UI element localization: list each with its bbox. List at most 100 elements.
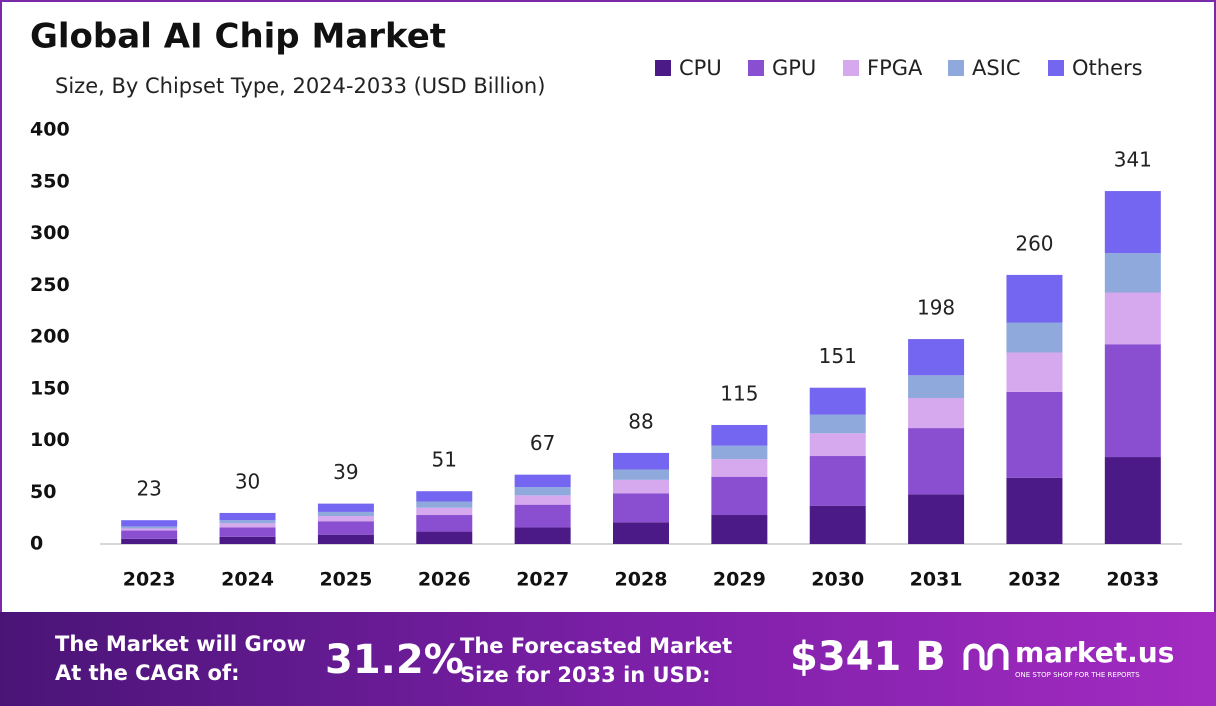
bar-segment (908, 398, 965, 429)
bar-segment (1006, 477, 1063, 544)
forecast-value: $341 B (790, 634, 946, 680)
legend-swatch (1048, 60, 1064, 76)
legend-swatch (748, 60, 764, 76)
y-tick-label: 300 (30, 222, 70, 244)
bar-segment (121, 530, 178, 539)
bar-segment (514, 527, 571, 544)
brand-logo (963, 643, 1009, 671)
cagr-label: The Market will Grow (55, 632, 306, 656)
bar-segment (416, 501, 473, 508)
bar-segment (809, 505, 866, 544)
x-tick-label: 2031 (910, 569, 963, 591)
bar-segment (613, 493, 669, 523)
bar-segment (514, 487, 571, 496)
y-tick-label: 350 (30, 170, 70, 192)
chart-subtitle: Size, By Chipset Type, 2024-2033 (USD Bi… (55, 74, 545, 98)
legend-label: FPGA (867, 56, 923, 80)
bar-segment (1104, 253, 1161, 293)
chart-title: Global AI Chip Market (30, 17, 446, 57)
legend-label: ASIC (972, 56, 1021, 80)
bar-segment (711, 424, 768, 446)
x-tick-label: 2026 (418, 569, 471, 591)
x-tick-label: 2028 (615, 569, 668, 591)
bar-segment (613, 479, 669, 494)
bar-segment (514, 495, 571, 505)
legend-label: CPU (679, 56, 722, 80)
bar-segment (711, 445, 768, 460)
bar-segment (908, 375, 965, 399)
y-tick-label: 100 (30, 429, 70, 451)
total-label: 115 (720, 381, 758, 405)
bar-segment (1006, 274, 1063, 323)
bar-segment (908, 494, 965, 544)
bar-segment (809, 433, 866, 457)
total-label: 341 (1114, 148, 1152, 172)
legend-swatch (655, 60, 671, 76)
y-tick-label: 50 (30, 481, 56, 503)
total-label: 39 (333, 460, 358, 484)
forecast-label: The Forecasted Market (460, 634, 732, 658)
bar-segment (613, 469, 669, 480)
x-tick-label: 2029 (713, 569, 766, 591)
x-tick-label: 2032 (1008, 569, 1061, 591)
y-tick-label: 200 (30, 326, 70, 348)
y-tick-label: 0 (30, 533, 43, 555)
brand: market.us (1015, 636, 1174, 669)
bar-segment (416, 515, 473, 532)
bar-segment (121, 538, 178, 544)
bar-segment (121, 526, 178, 529)
bar-segment (219, 523, 276, 528)
bar-segment (908, 339, 965, 376)
bar-segment (514, 504, 571, 528)
bar-segment (121, 528, 178, 531)
bar-segment (317, 511, 374, 517)
total-label: 23 (136, 477, 161, 501)
bar-segment (317, 516, 374, 522)
bar-segment (613, 522, 669, 544)
y-tick-label: 250 (30, 274, 70, 296)
legend-label: GPU (772, 56, 816, 80)
bar-segment (1104, 344, 1161, 458)
cagr-label: At the CAGR of: (55, 661, 240, 685)
bar-segment (809, 414, 866, 434)
y-tick-label: 400 (30, 119, 70, 141)
total-label: 67 (530, 431, 555, 455)
legend-label: Others (1072, 56, 1143, 80)
bar-segment (1104, 457, 1161, 544)
x-tick-label: 2030 (811, 569, 864, 591)
x-tick-label: 2023 (123, 569, 176, 591)
bar-segment (317, 534, 374, 544)
bar-segment (219, 512, 276, 521)
total-label: 198 (917, 296, 955, 320)
x-tick-label: 2033 (1106, 569, 1159, 591)
bar-segment (1104, 191, 1161, 254)
bar-segment (1104, 292, 1161, 345)
bar-segment (1006, 322, 1063, 353)
bar-segment (1006, 352, 1063, 392)
x-tick-label: 2027 (516, 569, 569, 591)
bar-segment (809, 456, 866, 506)
bar-segment (416, 531, 473, 544)
bar-segment (514, 474, 571, 488)
y-tick-label: 150 (30, 377, 70, 399)
x-tick-label: 2025 (319, 569, 372, 591)
x-tick-label: 2024 (221, 569, 274, 591)
bar-segment (711, 476, 768, 516)
bar-segment (809, 387, 866, 415)
forecast-label: Size for 2033 in USD: (460, 663, 711, 687)
bar-segment (416, 507, 473, 516)
total-label: 151 (819, 344, 857, 368)
bar-segment (219, 536, 276, 544)
brand-tagline: ONE STOP SHOP FOR THE REPORTS (1015, 671, 1140, 679)
bar-segment (711, 459, 768, 477)
bar-segment (317, 503, 374, 512)
bar-segment (416, 491, 473, 502)
bar-segment (219, 527, 276, 537)
footer-band (0, 612, 1216, 706)
total-label: 51 (432, 448, 457, 472)
legend-swatch (948, 60, 964, 76)
bar-segment (219, 520, 276, 524)
bar-segment (317, 521, 374, 535)
